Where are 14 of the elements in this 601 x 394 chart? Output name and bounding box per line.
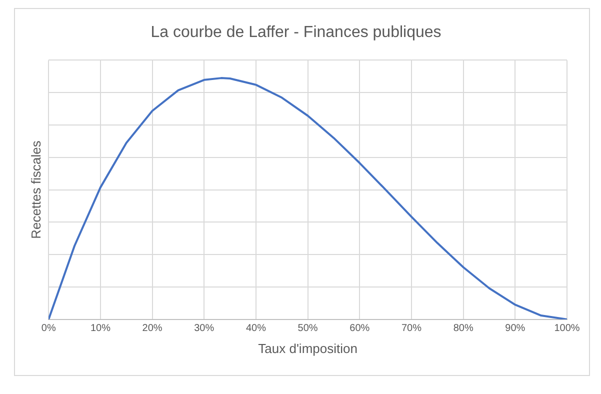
x-tick-label: 90% <box>505 323 526 334</box>
chart-title: La courbe de Laffer - Finances publiques <box>150 24 442 42</box>
x-axis-title: Taux d'imposition <box>258 340 358 356</box>
x-tick-label: 70% <box>401 323 422 334</box>
y-axis-title: Recettes fiscales <box>28 140 44 239</box>
x-tick-label: 100% <box>554 323 580 334</box>
x-tick-label: 50% <box>298 323 318 334</box>
x-tick-label: 60% <box>350 323 370 334</box>
x-tick-label: 10% <box>90 323 111 334</box>
x-tick-label: 0% <box>41 323 56 334</box>
x-tick-label: 30% <box>194 323 214 334</box>
x-tick-label: 40% <box>246 323 266 334</box>
x-tick-label: 20% <box>142 323 162 334</box>
x-tick-label: 80% <box>453 323 474 334</box>
